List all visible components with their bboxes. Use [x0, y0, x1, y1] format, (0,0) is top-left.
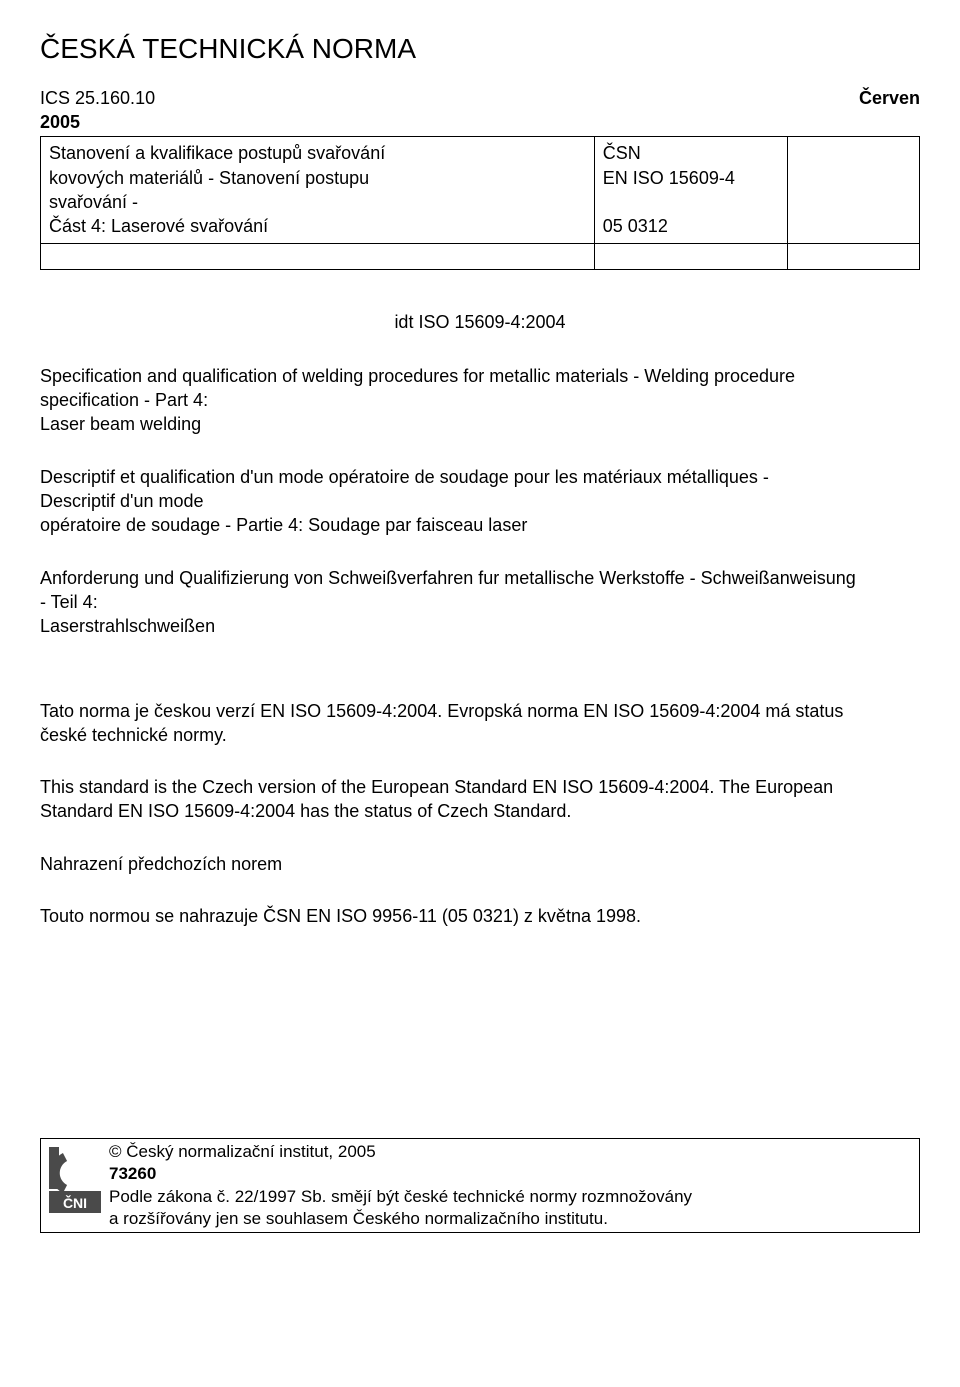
footer-text: © Český normalizační institut, 2005 7326…: [109, 1141, 692, 1229]
cz-title-line: Stanovení a kvalifikace postupů svařován…: [49, 143, 385, 163]
french-title-block: Descriptif et qualification d'un mode op…: [40, 465, 920, 538]
text-line: - Teil 4:: [40, 590, 920, 614]
text-line: Descriptif et qualification d'un mode op…: [40, 465, 920, 489]
empty-cell: [41, 243, 595, 269]
text-line: Tato norma je českou verzí EN ISO 15609-…: [40, 699, 920, 723]
law-line: a rozšířovány jen se souhlasem Českého n…: [109, 1209, 608, 1228]
english-title-block: Specification and qualification of weldi…: [40, 364, 920, 437]
text-line: Anforderung und Qualifizierung von Schwe…: [40, 566, 920, 590]
german-title-block: Anforderung und Qualifizierung von Schwe…: [40, 566, 920, 639]
cz-status-block: Tato norma je českou verzí EN ISO 15609-…: [40, 699, 920, 748]
text-line: Laserstrahlschweißen: [40, 614, 920, 638]
table-row: Stanovení a kvalifikace postupů svařován…: [41, 137, 920, 243]
text-line: specification - Part 4:: [40, 388, 920, 412]
doc-code: 73260: [109, 1164, 156, 1183]
text-line: české technické normy.: [40, 723, 920, 747]
text-line: Standard EN ISO 15609-4:2004 has the sta…: [40, 799, 920, 823]
cz-title-line: Část 4: Laserové svařování: [49, 216, 268, 236]
footer-box: ČNI © Český normalizační institut, 2005 …: [40, 1138, 920, 1232]
text-line: Descriptif d'un mode: [40, 489, 920, 513]
cz-title-line: kovových materiálů - Stanovení postupu: [49, 168, 369, 188]
std-line: ČSN: [603, 143, 641, 163]
replacement-heading: Nahrazení předchozích norem: [40, 852, 920, 876]
empty-cell: [788, 137, 920, 243]
text-line: opératoire de soudage - Partie 4: Soudag…: [40, 513, 920, 537]
replacement-text: Touto normou se nahrazuje ČSN EN ISO 995…: [40, 904, 920, 928]
ics-header-row: ICS 25.160.10 Červen: [40, 86, 920, 110]
text-line: Laser beam welding: [40, 412, 920, 436]
year-row: 2005: [40, 110, 920, 134]
empty-cell: [788, 243, 920, 269]
table-row: [41, 243, 920, 269]
text-line: Specification and qualification of weldi…: [40, 364, 920, 388]
std-line: 05 0312: [603, 216, 668, 236]
meta-table: Stanovení a kvalifikace postupů svařován…: [40, 136, 920, 269]
standard-id-cell: ČSN EN ISO 15609-4 05 0312: [594, 137, 787, 243]
year-label: 2005: [40, 110, 80, 134]
idt-reference: idt ISO 15609-4:2004: [40, 310, 920, 334]
empty-cell: [594, 243, 787, 269]
month-label: Červen: [859, 86, 920, 110]
svg-text:ČNI: ČNI: [63, 1194, 87, 1211]
document-title: ČESKÁ TECHNICKÁ NORMA: [40, 30, 920, 68]
ics-code: ICS 25.160.10: [40, 86, 155, 110]
cz-title-line: svařování -: [49, 192, 138, 212]
cz-title-cell: Stanovení a kvalifikace postupů svařován…: [41, 137, 595, 243]
copyright-line: © Český normalizační institut, 2005: [109, 1142, 376, 1161]
en-status-block: This standard is the Czech version of th…: [40, 775, 920, 824]
law-line: Podle zákona č. 22/1997 Sb. smějí být če…: [109, 1187, 692, 1206]
csn-logo-icon: ČNI: [47, 1145, 103, 1221]
std-line: EN ISO 15609-4: [603, 168, 735, 188]
text-line: This standard is the Czech version of th…: [40, 775, 920, 799]
